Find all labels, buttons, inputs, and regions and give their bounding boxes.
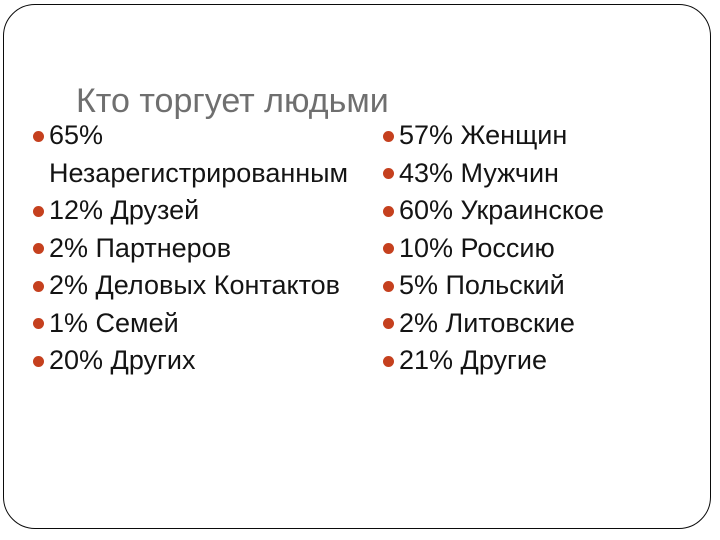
list-item-text: 21% Другие: [399, 345, 547, 375]
bullet-icon: [383, 205, 394, 217]
list-item: 10% Россию: [383, 230, 693, 268]
list-item-text: 57% Женщин: [399, 120, 568, 150]
list-item-text: 60% Украинское: [399, 195, 604, 225]
slide-border-frame: [3, 4, 711, 529]
list-item: 1% Семей: [33, 305, 363, 343]
list-item: 2% Партнеров: [33, 230, 363, 268]
list-item: 5% Польский: [383, 267, 693, 305]
list-item-text: 2% Партнеров: [49, 232, 232, 263]
list-item-text: 12% Друзей: [49, 195, 200, 225]
bullet-icon: [383, 355, 394, 367]
list-item-text: 43% Мужчин: [399, 157, 559, 188]
bullet-list-right: 57% Женщин 43% Мужчин 60% Украинское 10% Ро…: [383, 117, 693, 380]
bullet-icon: [383, 130, 394, 142]
list-item-text: 5% Польский: [399, 270, 565, 300]
bullet-icon: [33, 130, 44, 142]
bullet-icon: [383, 243, 394, 254]
list-item-text: 65% Незарегистрированным: [49, 120, 349, 188]
list-item: 21% Другие: [383, 342, 693, 380]
list-item: 43% Мужчин: [383, 155, 693, 193]
list-item-text: 20% Других: [49, 345, 196, 375]
bullet-icon: [33, 355, 44, 367]
list-item-text: 2% Литовские: [399, 307, 575, 338]
list-item-text: 2% Деловых Контактов: [49, 270, 341, 300]
list-item: 65% Незарегистрированным: [33, 117, 363, 192]
list-item: 2% Деловых Контактов: [33, 267, 363, 305]
bullet-icon: [383, 318, 394, 329]
list-item-text: 1% Семей: [49, 307, 179, 338]
bullet-icon: [33, 280, 44, 292]
bullet-icon: [33, 318, 44, 329]
list-item: 20% Других: [33, 342, 363, 380]
bullet-icon: [383, 168, 394, 179]
list-item: 60% Украинское: [383, 192, 693, 230]
bullet-icon: [33, 205, 44, 217]
bullet-columns: 65% Незарегистрированным 12% Друзей 2% Пар…: [33, 117, 693, 380]
list-item: 57% Женщин: [383, 117, 693, 155]
bullet-icon: [383, 280, 394, 292]
list-item: 2% Литовские: [383, 305, 693, 343]
bullet-list-left: 65% Незарегистрированным 12% Друзей 2% Пар…: [33, 117, 363, 380]
list-item-text: 10% Россию: [399, 232, 555, 263]
list-item: 12% Друзей: [33, 192, 363, 230]
bullet-icon: [33, 243, 44, 254]
slide-title: Кто торгует людьми: [76, 81, 389, 120]
